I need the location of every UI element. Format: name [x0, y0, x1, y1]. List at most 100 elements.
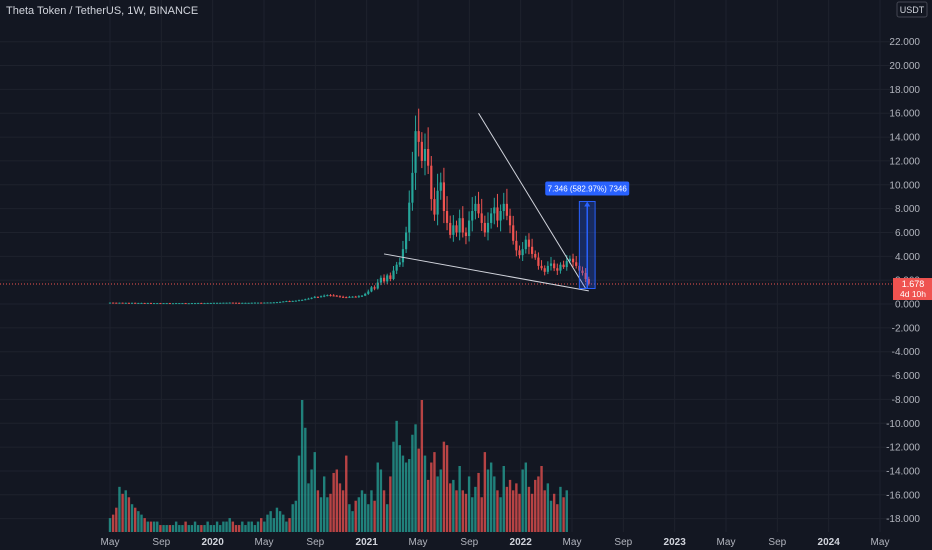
falling-wedge-pattern[interactable] [383, 112, 589, 292]
volume-bar [376, 462, 379, 532]
candle [137, 302, 140, 304]
candle [193, 303, 197, 305]
candle [537, 257, 540, 266]
volume-bar [370, 490, 373, 532]
candle [241, 302, 244, 304]
candle [256, 302, 260, 304]
volume-bar [269, 511, 272, 532]
volume-bar [354, 500, 357, 532]
volume-bar [143, 518, 146, 532]
volume-bar [127, 497, 131, 532]
volume-bar [291, 504, 294, 532]
volume-bar [137, 511, 140, 532]
volume-bar [423, 455, 427, 532]
volume-bar [304, 427, 307, 532]
volume-bar [288, 518, 291, 532]
volume-bar [433, 452, 436, 532]
volume-bar [159, 525, 162, 532]
volume-bar [165, 525, 168, 532]
candle [345, 297, 348, 299]
candle [490, 213, 493, 223]
volume-bar [197, 525, 200, 532]
candle [408, 202, 411, 233]
volume-bar [458, 466, 461, 532]
price-range-measure[interactable]: 7.346 (582.97%) 7346 [545, 181, 630, 290]
candle [181, 303, 184, 305]
candle [272, 302, 275, 304]
price-tick-label: -6.000 [892, 371, 921, 382]
volume-bar [225, 521, 228, 532]
candle [162, 303, 165, 305]
candle [228, 302, 231, 304]
chart-title: Theta Token / TetherUS, 1W, BINANCE [6, 5, 198, 17]
candle [427, 149, 430, 166]
time-tick-label: 2023 [664, 537, 687, 548]
candle [351, 296, 354, 298]
volume-bar [430, 462, 433, 532]
volume-bar [357, 497, 361, 532]
candle [313, 296, 316, 298]
time-axis[interactable]: May Sep 2020 May Sep 2021 May Sep 2022 May Sep 2023… [101, 537, 890, 548]
candle [108, 302, 112, 304]
volume-bar [178, 525, 181, 532]
candle [121, 302, 124, 304]
time-tick-label: May [409, 537, 428, 548]
time-tick-label: 2021 [356, 537, 379, 548]
volume-bar [156, 521, 159, 532]
candle [499, 211, 502, 221]
candle [159, 303, 162, 305]
candle [382, 277, 386, 282]
volume-bar [461, 490, 464, 532]
volume-bar [272, 518, 275, 532]
volume-bar [455, 490, 458, 532]
volume-bar [521, 469, 524, 532]
candle [515, 240, 518, 251]
candle [134, 302, 137, 304]
volume-bar [316, 490, 320, 532]
volume-bar [181, 525, 184, 532]
candle [244, 302, 247, 304]
candle [458, 218, 461, 233]
candle [581, 270, 584, 274]
price-tick-label: 4.000 [895, 252, 920, 263]
wedge-upper-line[interactable] [478, 112, 587, 289]
volume-bar [285, 521, 288, 532]
candle [417, 131, 420, 142]
candle [452, 225, 455, 235]
price-tag-background [893, 278, 932, 301]
wedge-lower-line[interactable] [383, 253, 589, 292]
candle [568, 258, 571, 262]
volume-bar [552, 493, 556, 532]
volume-bar [171, 525, 175, 532]
volume-bar [436, 476, 439, 532]
time-tick-label: May [255, 537, 274, 548]
volume-bar [395, 420, 398, 532]
currency-label: USDT [900, 5, 925, 15]
candle [285, 301, 288, 303]
candle [140, 302, 143, 304]
volume-bar [146, 521, 149, 532]
volume-bar [278, 511, 282, 532]
time-tick-label: Sep [460, 537, 478, 548]
volume-bar [134, 507, 137, 532]
volume-bar [319, 497, 323, 532]
volume-bar [282, 514, 285, 532]
volume-bar [307, 483, 310, 532]
candle [502, 203, 505, 212]
volume-bar [543, 490, 546, 532]
volume-bar [345, 455, 348, 532]
candle [279, 301, 282, 303]
volume-bar [237, 525, 241, 532]
candle [332, 295, 335, 297]
candle [420, 141, 423, 161]
currency-label-box[interactable] [896, 1, 928, 18]
volume-bar [275, 507, 279, 532]
candle [127, 302, 130, 304]
price-tick-label: 16.000 [889, 109, 920, 120]
price-axis-background [893, 0, 932, 550]
candle [449, 222, 452, 235]
volume-bar [215, 521, 219, 532]
candle [543, 268, 546, 272]
price-tag: 1.678 4d 10h [893, 278, 932, 301]
